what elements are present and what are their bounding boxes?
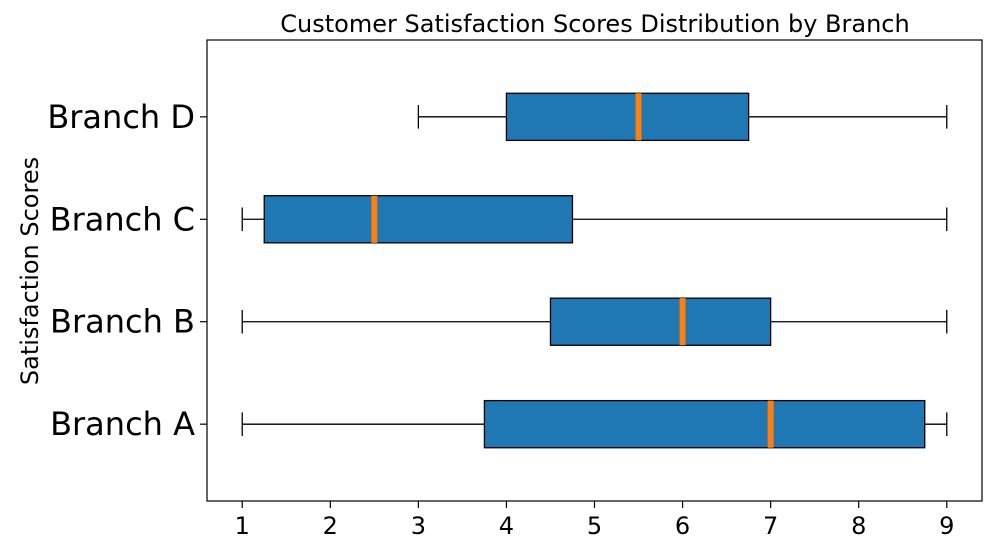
category-label-branch-c: Branch C xyxy=(50,200,195,238)
x-tick-label-1: 1 xyxy=(235,512,250,540)
plot-area: Branch A Branch B Branch C Branch D 1 2 3 4 5 6 7 8… xyxy=(47,39,983,540)
x-tick-label-3: 3 xyxy=(411,512,426,540)
y-axis-label: Satisfaction Scores xyxy=(16,157,44,385)
x-tick-label-2: 2 xyxy=(323,512,338,540)
category-label-branch-b: Branch B xyxy=(50,303,195,341)
box-branch-d xyxy=(505,92,750,142)
category-label-branch-d: Branch D xyxy=(47,98,195,136)
x-tick-label-8: 8 xyxy=(851,512,866,540)
x-tick-label-7: 7 xyxy=(763,512,778,540)
plot-frame xyxy=(206,39,983,502)
box-branch-a xyxy=(483,399,926,449)
box-branch-b xyxy=(549,297,772,346)
category-label-branch-a: Branch A xyxy=(50,405,195,443)
box-branch-c xyxy=(263,195,574,244)
chart-title: Customer Satisfaction Scores Distributio… xyxy=(280,10,909,38)
x-tick-label-6: 6 xyxy=(675,512,690,540)
x-tick-label-5: 5 xyxy=(587,512,602,540)
x-tick-label-9: 9 xyxy=(939,512,954,540)
x-tick-label-4: 4 xyxy=(499,512,514,540)
